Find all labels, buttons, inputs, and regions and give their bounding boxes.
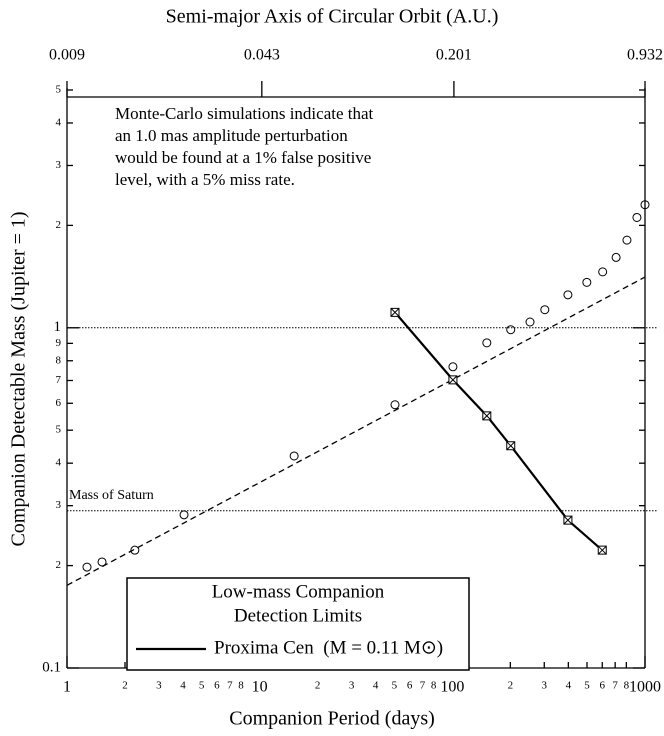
x-tick-label: 2 [508,680,514,692]
data-point [563,515,573,525]
x-tick-label: 5 [392,680,398,692]
y-tick-label: 5 [56,84,62,96]
x-tick-label: 4 [373,680,379,692]
data-point [632,212,642,222]
legend-box [126,577,470,671]
x-tick-label: 6 [214,680,220,692]
annotation: level, with a 5% miss rate. [115,170,295,189]
data-point [582,277,592,287]
x-tick-label: 2 [315,680,321,692]
y-tick-label: 5 [56,424,62,436]
x-tick-label: 8 [431,680,437,692]
data-point [482,411,492,421]
x-tick-label: 6 [600,680,606,692]
data-point [563,290,573,300]
x-tick-label: 5 [584,680,590,692]
data-point [506,325,516,335]
x2-axis-title: Semi-major Axis of Circular Orbit (A.U.) [166,6,499,28]
data-point [482,338,492,348]
y-tick-label: 3 [56,159,62,171]
x2-tick-label: 0.932 [627,47,663,64]
x-tick-label: 4 [566,680,572,692]
series-line [394,311,603,551]
x-tick-label: 3 [156,680,162,692]
y-tick-label: 8 [56,354,62,366]
y-tick-label: 2 [56,219,62,231]
x-tick-label: 3 [542,680,548,692]
y-tick-label: 7 [56,374,62,386]
legend-label: Proxima Cen (M = 0.11 M⊙) [214,637,443,658]
y-tick-label: 9 [56,337,62,349]
annotation: an 1.0 mas amplitude perturbation [115,126,348,145]
x-tick-label: 4 [180,680,186,692]
data-point [640,200,650,210]
x-tick-label: 7 [227,680,233,692]
data-point [525,317,535,327]
x-axis-title: Companion Period (days) [229,708,435,730]
data-point [179,510,189,520]
x-tick-label: 1000 [629,679,661,696]
y-tick-label: 0.1 [42,659,61,675]
x-tick-label: 3 [349,680,355,692]
y-axis-title: Companion Detectable Mass (Jupiter = 1) [8,211,30,546]
data-point [448,375,458,385]
x2-tick-label: 0.009 [49,47,85,64]
x-tick-label: 7 [612,680,618,692]
x-tick-label: 5 [199,680,205,692]
data-point [611,252,621,262]
data-point [622,235,632,245]
data-point [597,545,607,555]
x-tick-label: 8 [624,680,630,692]
annotation: would be found at a 1% false positive [115,148,371,167]
x-tick-label: 8 [238,680,244,692]
data-point [540,305,550,315]
y-tick-label: 2 [56,559,62,571]
data-point [506,441,516,451]
data-point [448,362,458,372]
data-point [390,400,400,410]
y-tick-label: 4 [56,457,62,469]
x-tick-label: 7 [420,680,426,692]
x-tick-label: 100 [440,679,464,696]
y-tick-label: 6 [56,397,62,409]
x-tick-label: 10 [252,679,268,696]
legend-title: Detection Limits [234,605,362,626]
x-tick-label: 6 [407,680,413,692]
series-line [66,276,646,586]
data-point [289,451,299,461]
data-point [390,307,400,317]
data-point [598,267,608,277]
reference-label: Mass of Saturn [69,488,154,503]
data-point [82,562,92,572]
y-tick-label: 3 [56,499,62,511]
x2-tick-label: 0.043 [244,47,280,64]
y-tick-label: 4 [56,117,62,129]
x-tick-label: 1 [63,679,71,696]
annotation: Monte-Carlo simulations indicate that [115,104,374,123]
x2-tick-label: 0.201 [436,47,472,64]
y-tick-label: 1 [54,319,62,335]
data-point [130,545,140,555]
legend-title: Low-mass Companion [212,581,385,602]
x-tick-label: 2 [122,680,128,692]
